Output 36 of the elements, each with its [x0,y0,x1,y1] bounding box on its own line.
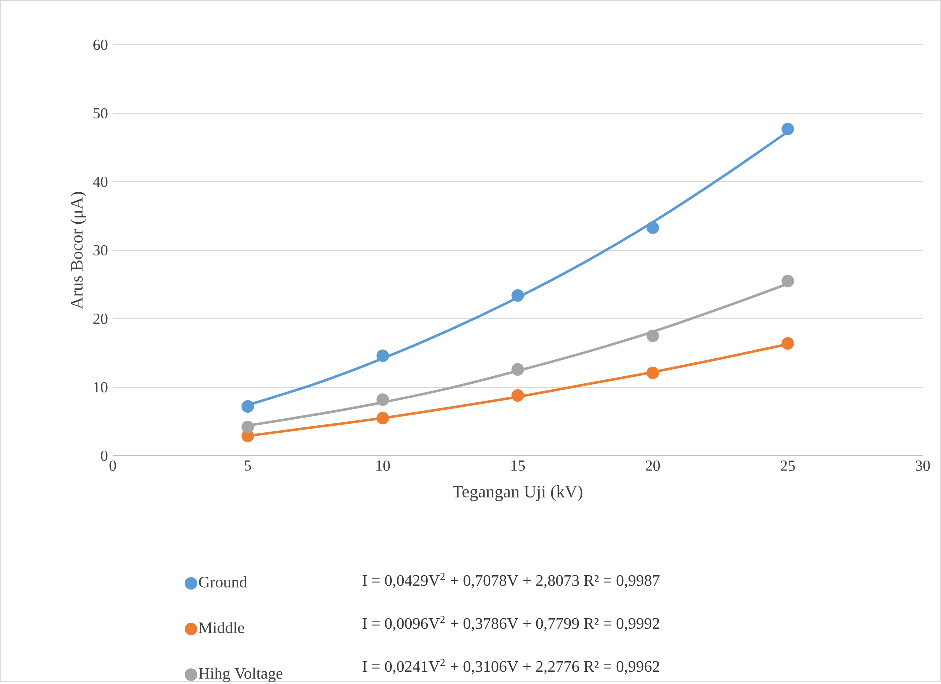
text: I = 0,0096V$^{2}$ + 0,3786V + 0,7799 R² = 0,9992 [362,616,660,632]
point [512,363,524,376]
point [242,400,254,413]
point [512,389,524,402]
point [376,393,390,406]
point [782,337,794,350]
y-tick-label: 40 [93,176,108,188]
point [646,330,660,342]
x-tick-label: 10 [376,460,390,471]
y-tick-label: 20 [94,314,108,324]
legend-label: Ground [199,576,248,588]
y-axis-title: Arus Bocor (μA) [70,192,86,310]
x-tick-label: 25 [781,460,796,471]
point [512,289,524,302]
point [376,412,390,424]
point [646,221,660,234]
y-tick-label: 30 [94,245,108,256]
y-tick-label: 60 [94,40,108,50]
x-tick-label: 20 [646,460,660,471]
x-tick-label: 15 [512,460,526,471]
point [242,420,254,434]
y-tick-label: 50 [94,108,108,119]
point [646,366,660,380]
y-tick-label: 0 [101,450,108,462]
legend-label: Hihg Voltage [199,668,283,682]
point [782,274,794,288]
x-tick-label: 30 [916,460,930,471]
x-tick-label: 5 [245,460,252,471]
legend-label: Middle [199,622,244,634]
x-tick-label: 0 [110,460,116,471]
x-axis-title: Tegangan Uji (kV) [452,485,583,502]
text: I = 0,0429V$^{2}$ + 0,7078V + 2,8073 R² = 0,9987 [362,573,660,588]
point [376,350,390,362]
text: I = 0,0241V$^{2}$ + 0,3106V + 2,2776 R² = 0,9962 [362,659,660,674]
point [782,122,794,136]
y-tick-label: 10 [94,382,108,393]
